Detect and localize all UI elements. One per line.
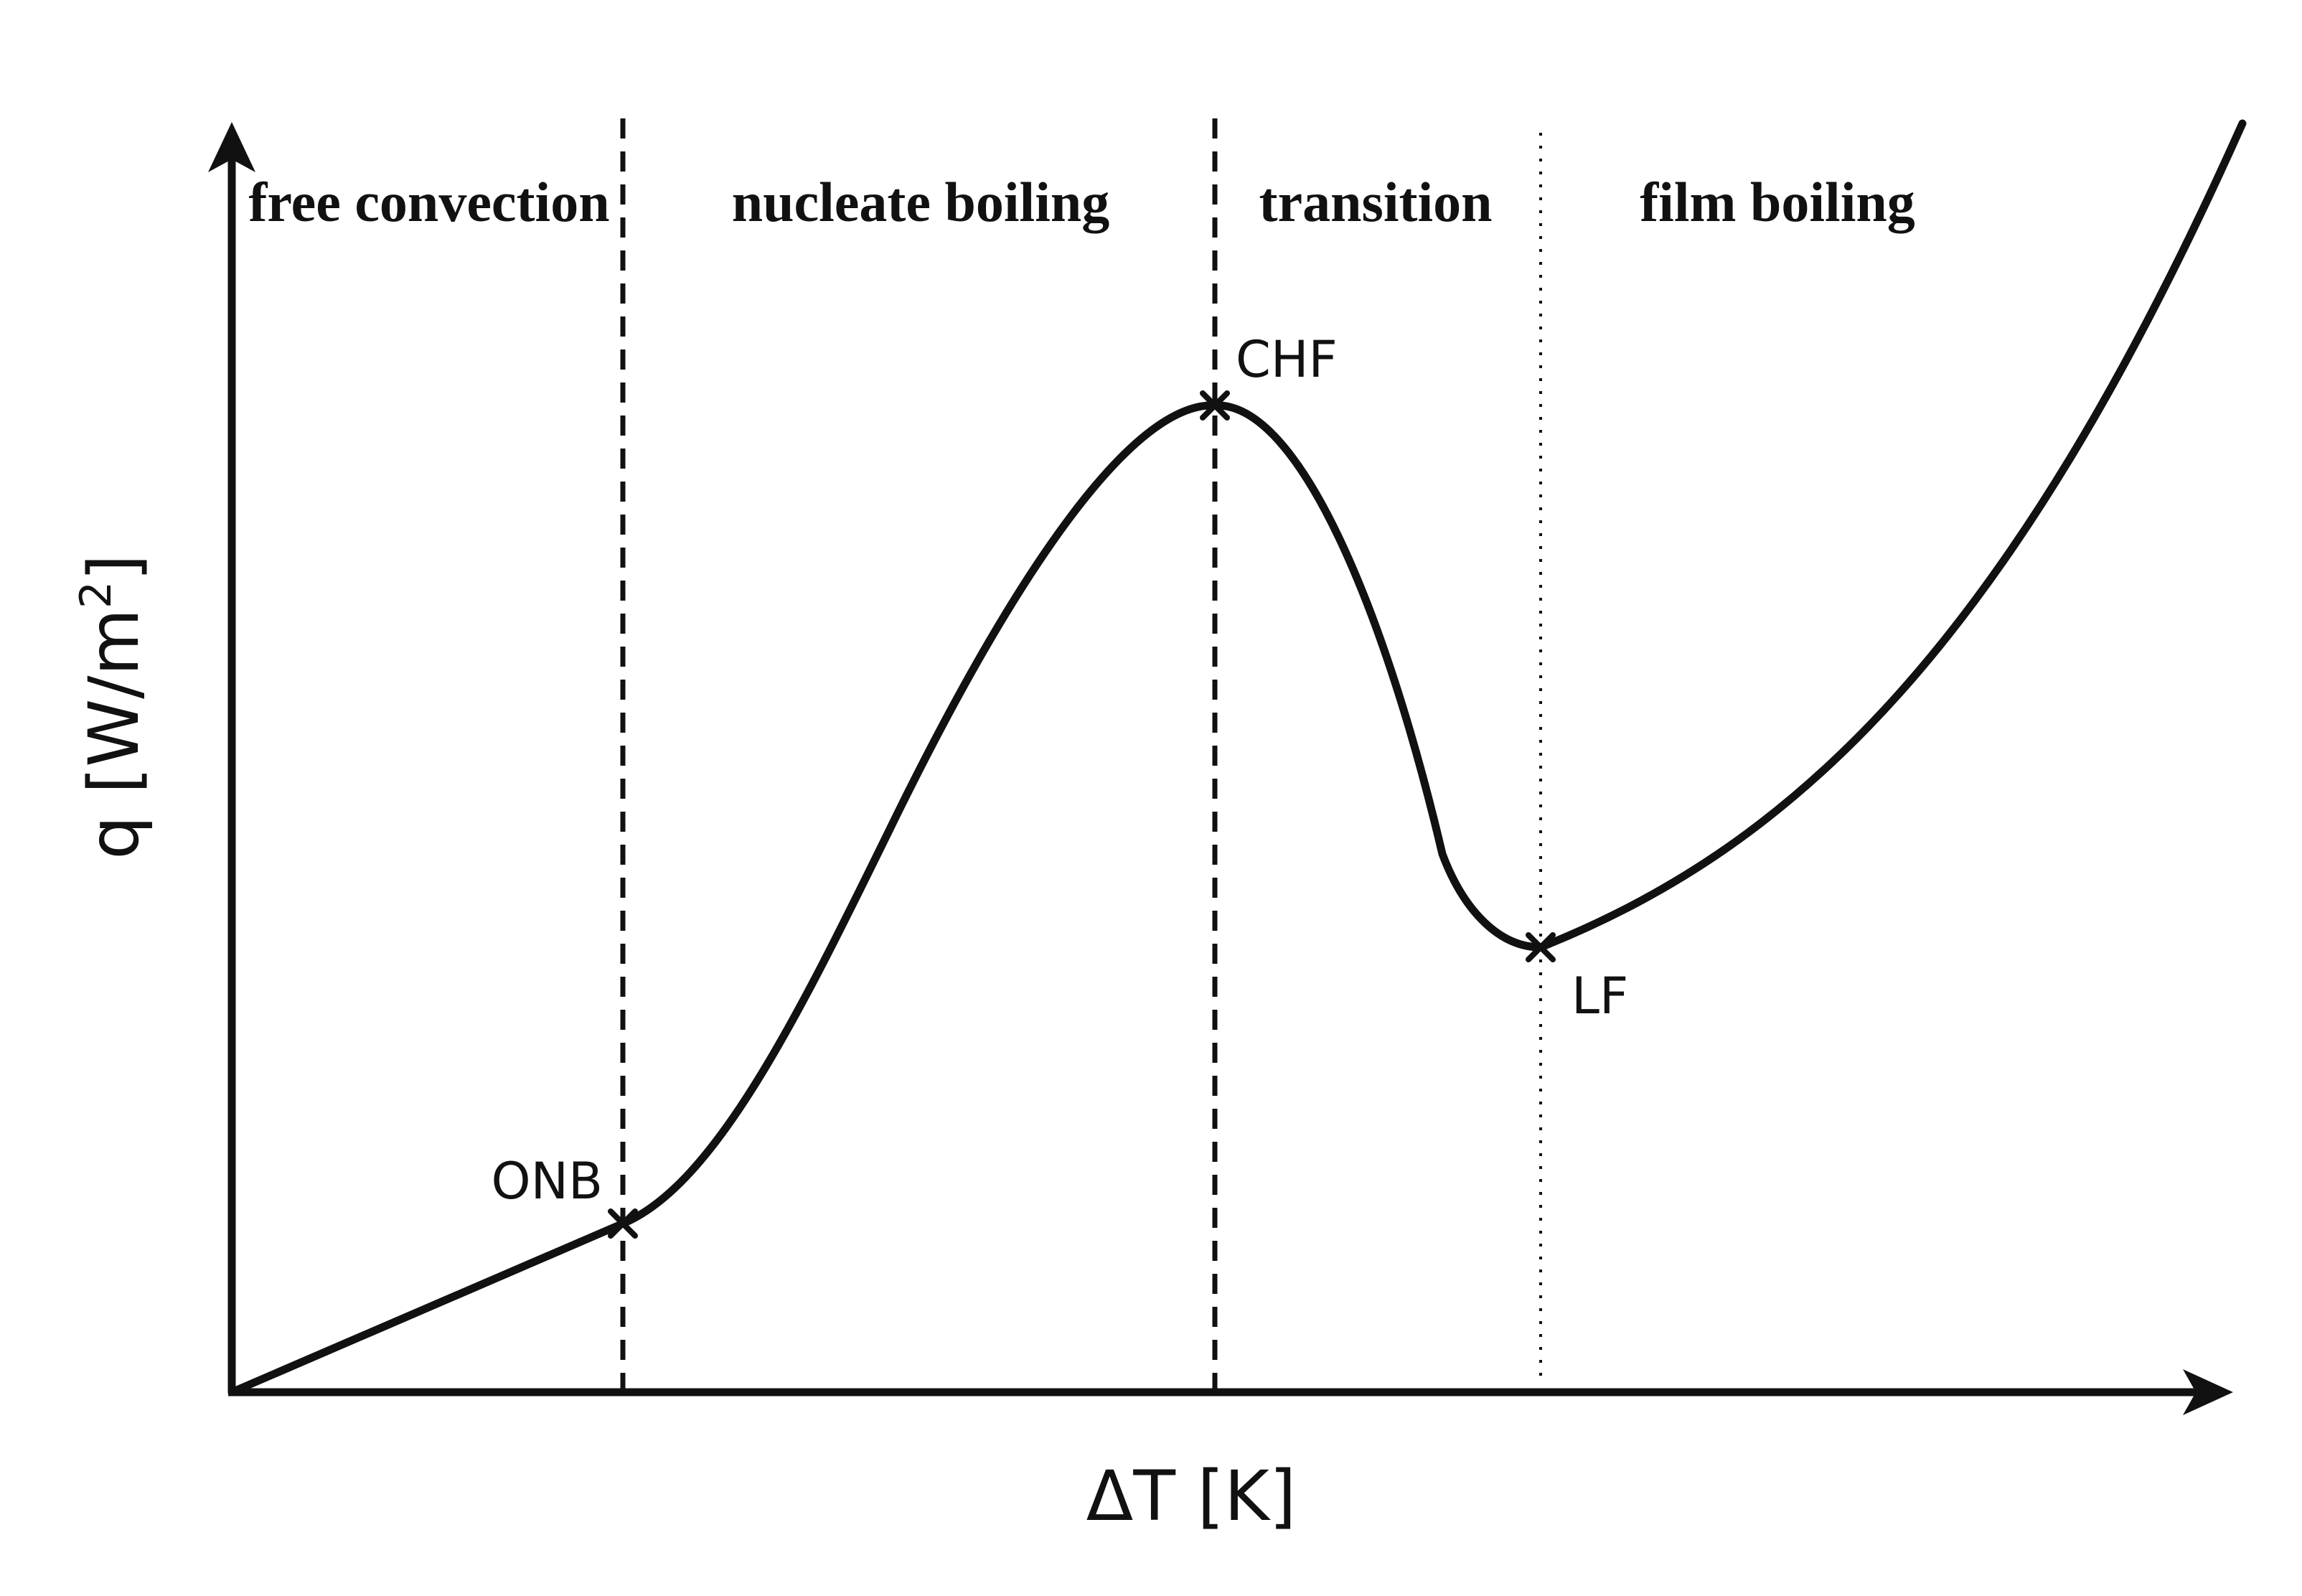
chf-marker [1200, 390, 1230, 421]
x-axis-label: ΔT [K] [1086, 1456, 1297, 1536]
region-label-nucleate-boiling: nucleate boiling [732, 171, 1110, 233]
point-label-lf: LF [1572, 967, 1628, 1025]
x-axis-arrowhead [2183, 1369, 2233, 1415]
region-label-film-boiling: film boiling [1640, 171, 1915, 233]
region-label-free-convection: free convection [248, 171, 609, 233]
y-axis-label: q [W/m2] [71, 554, 154, 859]
y-axis-label-superscript: 2 [71, 581, 121, 609]
boiling-curve [227, 119, 2247, 1396]
point-label-onb: ONB [492, 1152, 603, 1211]
point-label-chf: CHF [1236, 330, 1338, 389]
y-axis-arrowhead [208, 122, 255, 172]
svg-text:q [W/m2]: q [W/m2] [71, 554, 154, 859]
y-axis-label-end: ] [74, 554, 154, 581]
y-axis-label-main: q [W/m [74, 609, 154, 860]
region-label-transition: transition [1259, 171, 1492, 233]
onb-marker [608, 1208, 638, 1239]
lf-marker [1526, 932, 1556, 962]
